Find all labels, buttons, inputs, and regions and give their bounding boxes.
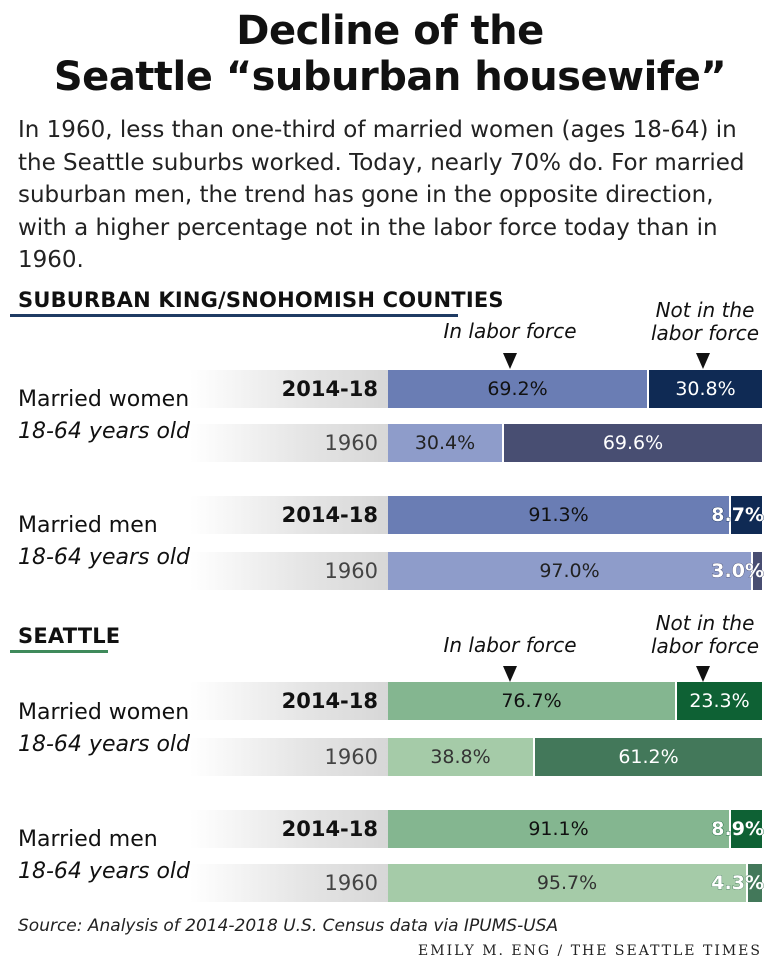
row-year-label: 2014-18 xyxy=(190,370,388,408)
bar-value-label-out: 61.2% xyxy=(618,746,679,768)
group-label: Married women 18-64 years old xyxy=(18,384,190,448)
bar-value-label-in: 97.0% xyxy=(539,560,600,582)
row-year-label: 1960 xyxy=(190,424,388,462)
group-label-sub: 18-64 years old xyxy=(18,859,190,884)
column-label-not-line-2: labor force xyxy=(650,321,760,345)
section-rule xyxy=(10,314,458,317)
bar-value-label-in: 30.4% xyxy=(414,432,476,454)
group-label: Married men 18-64 years old xyxy=(18,510,190,574)
bar-value-label-in: 95.7% xyxy=(536,872,598,894)
chart-subtitle: In 1960, less than one-third of married … xyxy=(18,117,745,273)
arrow-not-in-labor-force-icon xyxy=(696,666,710,682)
group-label-sub: 18-64 years old xyxy=(18,419,190,444)
bar-value-label-out: 8.7% xyxy=(711,504,764,527)
source-note: Source: Analysis of 2014-2018 U.S. Censu… xyxy=(18,916,559,936)
arrow-in-labor-force-icon xyxy=(503,666,517,682)
column-label-not-in-labor-force: Not in the labor force xyxy=(640,612,770,658)
chart-title-line-2: Seattle “suburban housewife” xyxy=(53,54,727,100)
column-label-not-line-1: Not in the xyxy=(655,298,755,322)
bar-value-label-in: 91.1% xyxy=(528,818,589,840)
bar-segment-not-in-labor-force: 30.8% xyxy=(647,370,762,408)
group-label: Married men 18-64 years old xyxy=(18,824,190,888)
arrow-in-labor-force-icon xyxy=(503,353,517,369)
bar-segment-in-labor-force: 91.1% xyxy=(388,810,729,848)
row-year-label: 2014-18 xyxy=(190,810,388,848)
row-year-label: 1960 xyxy=(190,864,388,902)
bar-segment-in-labor-force: 91.3% xyxy=(388,496,729,534)
row-year-label: 1960 xyxy=(190,552,388,590)
bar-segment-not-in-labor-force xyxy=(729,810,762,848)
bar-value-label-out: 30.8% xyxy=(675,378,736,400)
bar-value-label-in: 38.8% xyxy=(430,746,491,768)
row-year-label: 2014-18 xyxy=(190,682,388,720)
bar-value-label-out: 4.3% xyxy=(711,872,764,895)
row-year-label: 2014-18 xyxy=(190,496,388,534)
bar-segment-in-labor-force: 97.0% xyxy=(388,552,751,590)
column-label-in-labor-force: In labor force xyxy=(443,319,577,343)
bar-segment-in-labor-force: 95.7% xyxy=(388,864,746,902)
group-label-main: Married women xyxy=(18,387,190,412)
column-label-in-labor-force: In labor force xyxy=(443,633,577,657)
credit-line: EMILY M. ENG / THE SEATTLE TIMES xyxy=(418,943,762,959)
bar-value-label-out: 69.6% xyxy=(602,432,664,454)
bar-value-label-out: 8.9% xyxy=(711,818,764,841)
section-title: SUBURBAN KING/SNOHOMISH COUNTIES xyxy=(18,288,504,312)
bar-segment-in-labor-force: 76.7% xyxy=(388,682,675,720)
column-label-not-line-1: Not in the xyxy=(655,611,755,635)
row-year-label: 1960 xyxy=(190,738,388,776)
column-label-not-in-labor-force: Not in the labor force xyxy=(640,299,770,345)
group-label-sub: 18-64 years old xyxy=(18,732,190,757)
group-label: Married women 18-64 years old xyxy=(18,697,190,761)
group-label-sub: 18-64 years old xyxy=(18,545,190,570)
group-label-main: Married men xyxy=(18,827,158,852)
bar-value-label-in: 76.7% xyxy=(501,690,562,712)
group-label-main: Married men xyxy=(18,513,158,538)
column-label-not-line-2: labor force xyxy=(650,634,760,658)
bar-value-label-in: 69.2% xyxy=(487,378,548,400)
bar-segment-in-labor-force: 69.2% xyxy=(388,370,647,408)
bar-value-label-out: 3.0% xyxy=(711,560,764,583)
bar-segment-in-labor-force: 38.8% xyxy=(388,738,533,776)
group-label-main: Married women xyxy=(18,700,190,725)
bar-segment-not-in-labor-force xyxy=(729,496,762,534)
bar-segment-in-labor-force: 30.4% xyxy=(388,424,502,462)
chart-title-line-1: Decline of the xyxy=(236,8,544,54)
bar-segment-not-in-labor-force xyxy=(751,552,762,590)
bar-segment-not-in-labor-force: 61.2% xyxy=(533,738,762,776)
arrow-not-in-labor-force-icon xyxy=(696,353,710,369)
section-rule xyxy=(10,650,108,653)
section-title: SEATTLE xyxy=(18,624,121,648)
bar-segment-not-in-labor-force xyxy=(746,864,762,902)
bar-segment-not-in-labor-force: 69.6% xyxy=(502,424,762,462)
chart-title: Decline of the Seattle “suburban housewi… xyxy=(0,8,780,100)
bar-value-label-in: 91.3% xyxy=(528,504,589,526)
bar-segment-not-in-labor-force: 23.3% xyxy=(675,682,762,720)
bar-value-label-out: 23.3% xyxy=(689,690,750,712)
